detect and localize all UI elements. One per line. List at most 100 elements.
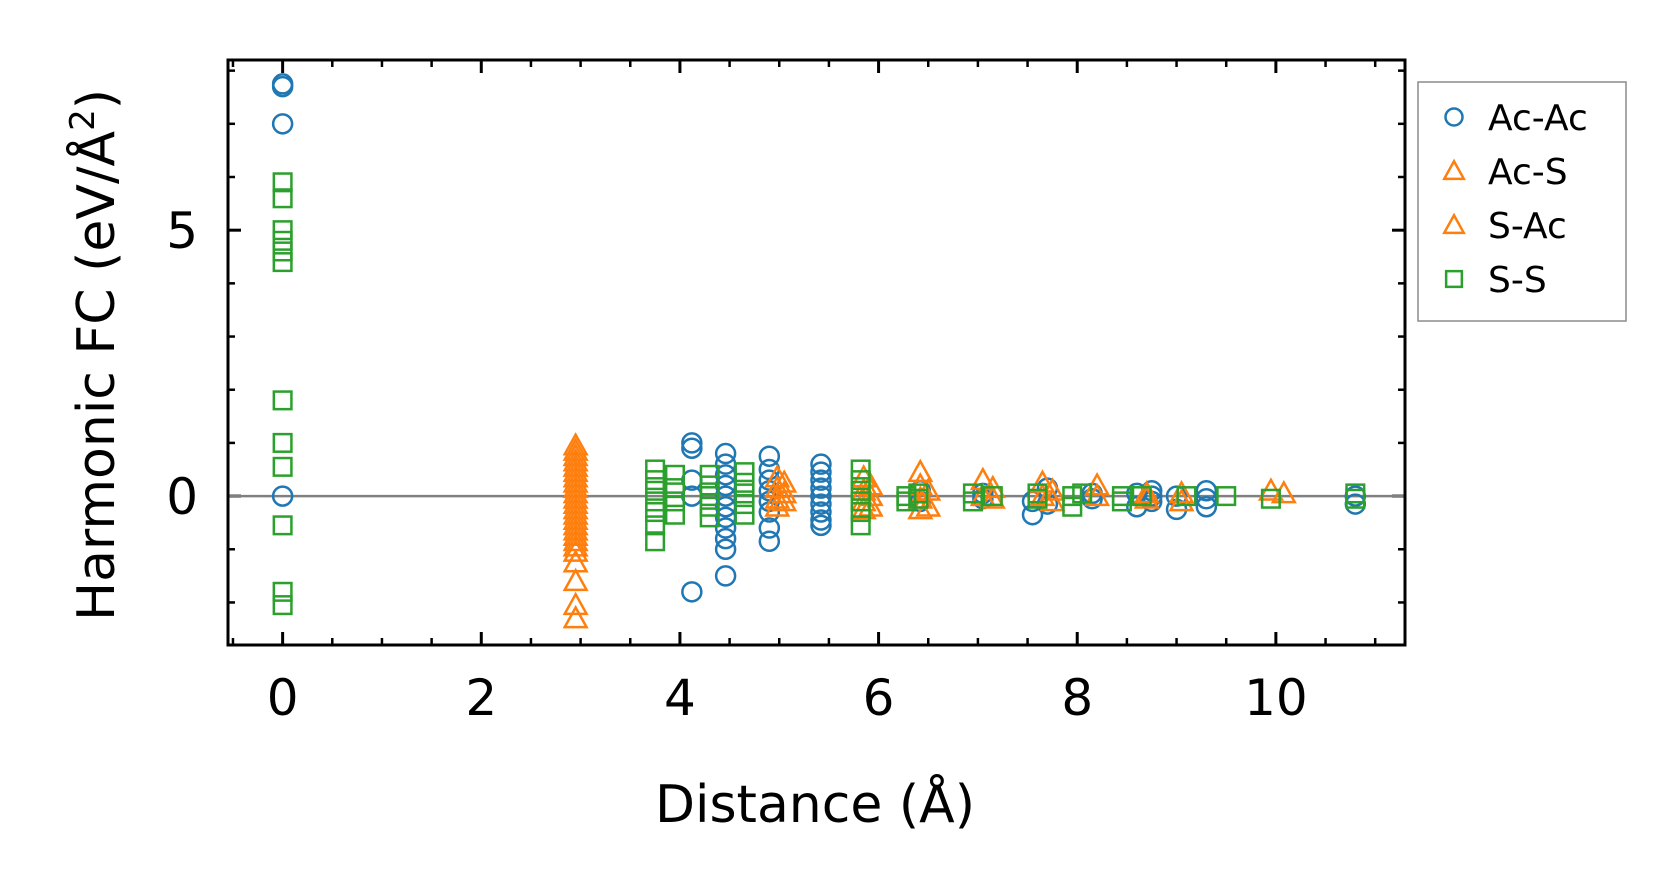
data-point <box>271 75 294 98</box>
data-point <box>272 390 293 411</box>
legend-item: S-S <box>1444 260 1547 301</box>
data-point <box>1195 488 1218 510</box>
data-point <box>1195 495 1218 518</box>
data-point <box>681 437 703 459</box>
data-point <box>272 230 293 251</box>
x-tick-label: 4 <box>664 669 696 727</box>
data-point <box>810 477 832 499</box>
data-point <box>664 491 685 512</box>
series-ac-ac <box>271 73 1367 603</box>
data-point <box>272 252 293 273</box>
data-point <box>810 501 832 523</box>
legend-marker-square <box>1444 269 1464 289</box>
y-axis-label: Harmonic FC (eV/Å2) <box>63 89 127 621</box>
data-point <box>810 514 832 537</box>
data-point <box>810 509 832 531</box>
data-point <box>734 504 755 525</box>
data-point <box>664 464 685 485</box>
y-minor-ticks <box>228 69 1405 604</box>
legend: Ac-Ac Ac-S S-Ac S-S <box>1417 81 1627 322</box>
data-point <box>758 445 781 467</box>
data-point <box>850 491 871 512</box>
data-point <box>810 485 832 507</box>
data-point <box>699 464 720 485</box>
data-point <box>850 470 871 491</box>
data-point <box>562 533 589 557</box>
data-point <box>664 478 685 499</box>
data-point <box>699 475 720 496</box>
y-axis-label-main: Harmonic FC (eV/Å <box>65 130 127 621</box>
data-point <box>734 472 755 493</box>
data-point <box>915 493 942 517</box>
data-point <box>664 504 685 525</box>
data-point <box>810 461 832 483</box>
x-tick-labels: 0 2 4 6 8 10 <box>267 669 1308 727</box>
data-point <box>771 479 798 504</box>
data-point <box>562 522 589 546</box>
y-axis-label-close: ) <box>67 89 127 109</box>
data-point <box>714 538 737 561</box>
legend-item: Ac-S <box>1442 152 1568 193</box>
data-point <box>714 565 737 587</box>
x-tick-label: 8 <box>1061 669 1093 727</box>
data-point <box>645 459 666 480</box>
data-point <box>645 515 666 536</box>
data-point <box>645 502 666 523</box>
data-point <box>271 485 294 507</box>
data-point <box>962 491 983 512</box>
x-minor-ticks <box>231 60 1377 645</box>
data-point <box>1027 488 1048 509</box>
legend-marker-triangle <box>1442 212 1466 235</box>
data-point <box>562 591 589 616</box>
data-points <box>271 73 1367 629</box>
data-point <box>850 459 871 480</box>
legend-box <box>1417 81 1627 322</box>
data-point <box>734 483 755 504</box>
data-point <box>810 469 832 491</box>
data-point <box>562 567 589 592</box>
data-point <box>734 462 755 483</box>
data-point <box>734 494 755 515</box>
data-point <box>645 491 666 512</box>
data-point <box>699 486 720 507</box>
data-point <box>681 581 703 603</box>
data-point <box>714 442 737 465</box>
legend-marker-circle <box>1444 107 1464 127</box>
data-point <box>272 595 293 616</box>
data-point <box>714 517 737 539</box>
data-point <box>1176 486 1197 507</box>
data-point <box>1133 479 1160 504</box>
data-point <box>272 456 293 477</box>
x-tick-label: 2 <box>465 669 497 727</box>
data-point <box>1216 486 1237 507</box>
data-point <box>272 432 293 453</box>
data-point <box>272 172 293 193</box>
data-point <box>699 496 720 517</box>
data-point <box>1131 486 1152 507</box>
data-point <box>764 485 791 509</box>
data-point <box>979 485 1006 509</box>
y-tick-label: 5 <box>166 202 198 260</box>
data-point <box>271 113 294 135</box>
legend-label: Ac-Ac <box>1488 98 1588 139</box>
legend-label: Ac-S <box>1488 152 1568 193</box>
data-point <box>1111 491 1132 512</box>
data-point <box>908 488 929 509</box>
series-s-s <box>272 172 1366 616</box>
data-point <box>681 432 703 454</box>
data-point <box>272 581 293 602</box>
data-point <box>272 188 293 209</box>
data-point <box>272 220 293 241</box>
data-point <box>1168 479 1195 504</box>
data-point <box>1029 482 1056 507</box>
data-point <box>982 486 1003 507</box>
y-tick-label: 0 <box>166 468 198 526</box>
data-point <box>764 493 791 517</box>
data-point <box>699 507 720 528</box>
data-point <box>850 515 871 536</box>
legend-label: S-S <box>1488 260 1547 301</box>
data-point <box>645 480 666 501</box>
legend-marker-triangle <box>1442 158 1466 181</box>
data-point <box>810 493 832 515</box>
data-point <box>1029 469 1056 493</box>
